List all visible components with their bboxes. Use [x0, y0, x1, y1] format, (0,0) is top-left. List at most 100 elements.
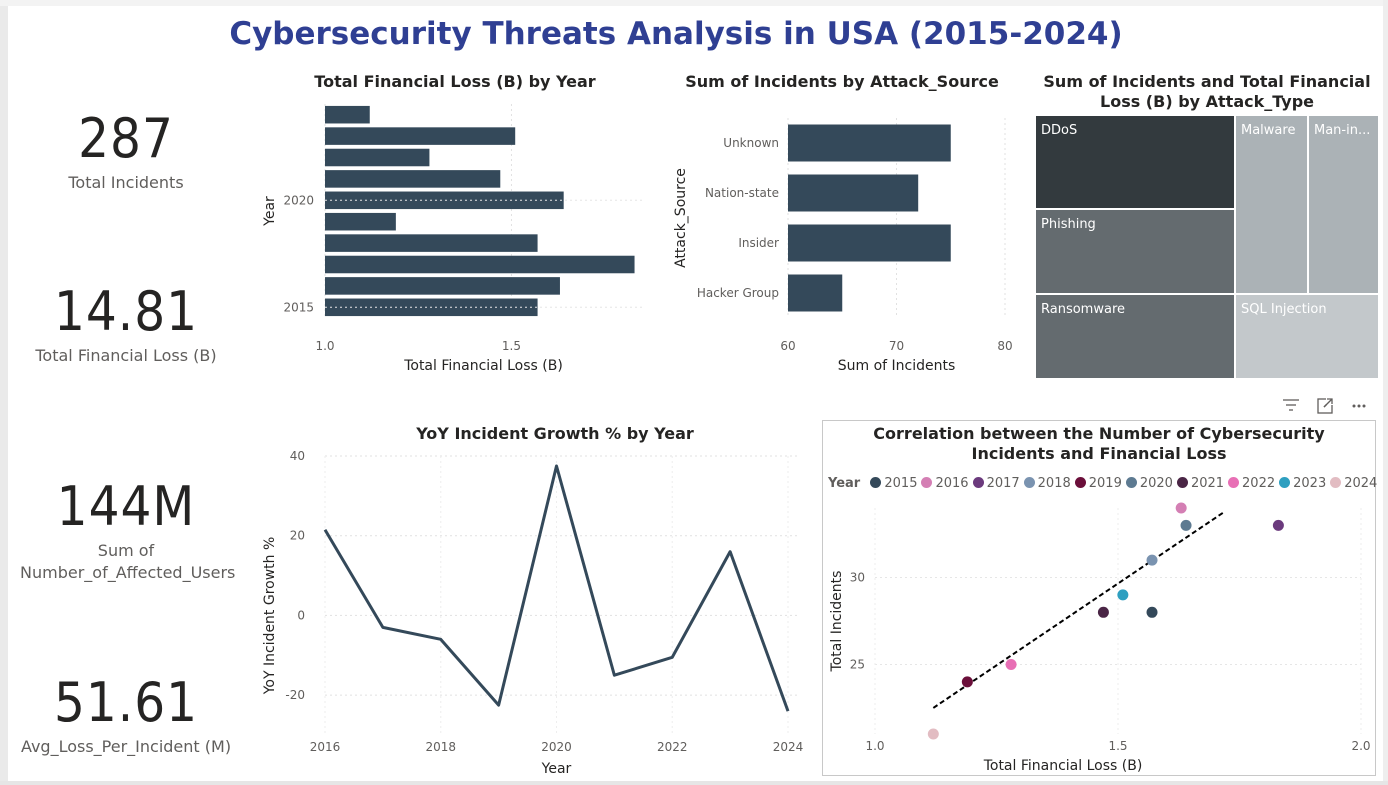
kpi-label: Avg_Loss_Per_Incident (M): [20, 736, 232, 758]
legend-label: 2021: [1191, 476, 1224, 491]
y-tick-label: Unknown: [723, 136, 779, 150]
chart-title-treemap: Sum of Incidents and Total Financial Los…: [1036, 72, 1378, 112]
legend-label: 2018: [1038, 476, 1071, 491]
legend-item[interactable]: 2020: [1126, 476, 1173, 491]
bar[interactable]: [788, 275, 842, 312]
scatter-point[interactable]: [1273, 520, 1284, 531]
kpi-label: Sum of Number_of_Affected_Users: [20, 540, 232, 585]
scatter-point[interactable]: [1147, 555, 1158, 566]
kpi-card-total-financial-loss[interactable]: 14.81 Total Financial Loss (B): [20, 285, 232, 367]
scatter-point[interactable]: [962, 676, 973, 687]
x-tick-label: 1.5: [1108, 739, 1127, 753]
y-tick-label: Nation-state: [705, 186, 779, 200]
x-axis-title: Total Financial Loss (B): [983, 758, 1143, 774]
bar[interactable]: [788, 175, 918, 212]
legend-marker: [870, 477, 881, 488]
legend-item[interactable]: 2016: [921, 476, 968, 491]
bar[interactable]: [325, 106, 370, 124]
chart-title-yoy-growth: YoY Incident Growth % by Year: [360, 424, 750, 444]
bar[interactable]: [325, 213, 396, 231]
legend-marker: [973, 477, 984, 488]
bar[interactable]: [325, 234, 538, 252]
right-border: [1383, 0, 1388, 785]
y-tick-label: 30: [850, 571, 865, 585]
kpi-card-total-incidents[interactable]: 287 Total Incidents: [20, 112, 232, 194]
scatter-point[interactable]: [928, 729, 939, 740]
chart-title-correlation: Correlation between the Number of Cybers…: [832, 424, 1366, 464]
treemap-tile[interactable]: DDoS: [1036, 116, 1234, 208]
scatter-chart-correlation[interactable]: 25 30 1.0 1.5 2.0 Total Financial Loss (B) Tot…: [822, 496, 1376, 780]
more-options-icon[interactable]: [1353, 405, 1366, 408]
x-tick-label: 2018: [425, 740, 456, 754]
chart-title-loss-by-year: Total Financial Loss (B) by Year: [290, 72, 620, 92]
legend-item[interactable]: 2018: [1024, 476, 1071, 491]
visual-toolbar: [1280, 396, 1370, 416]
y-tick-label: 25: [850, 657, 865, 671]
scatter-point[interactable]: [1006, 659, 1017, 670]
legend-item[interactable]: 2023: [1279, 476, 1326, 491]
legend-item[interactable]: 2022: [1228, 476, 1275, 491]
treemap-attack-type[interactable]: DDoS Phishing Ransomware Malware Man-in... SQ…: [1036, 116, 1378, 378]
kpi-card-avg-loss[interactable]: 51.61 Avg_Loss_Per_Incident (M): [20, 676, 232, 758]
scatter-point[interactable]: [1098, 607, 1109, 618]
bar[interactable]: [325, 170, 500, 188]
legend-item[interactable]: 2019: [1075, 476, 1122, 491]
x-tick-label: 1.0: [315, 339, 334, 353]
kpi-value: 144M: [20, 480, 232, 534]
legend-item[interactable]: 2024: [1330, 476, 1377, 491]
legend-item[interactable]: 2017: [973, 476, 1020, 491]
filter-icon[interactable]: [1283, 400, 1299, 410]
treemap-tile[interactable]: Ransomware: [1036, 295, 1234, 378]
kpi-value: 14.81: [20, 285, 232, 339]
scatter-point[interactable]: [1117, 589, 1128, 600]
y-axis-title: YoY Incident Growth %: [262, 537, 278, 696]
focus-mode-icon[interactable]: [1318, 397, 1334, 413]
bar[interactable]: [325, 256, 635, 274]
kpi-value: 287: [20, 112, 232, 166]
bottom-border: [0, 781, 1388, 785]
legend-marker: [1228, 477, 1239, 488]
treemap-tile[interactable]: Man-in...: [1309, 116, 1378, 293]
treemap-tile-label: Phishing: [1041, 217, 1096, 232]
x-tick-label: 2020: [541, 740, 572, 754]
legend-item[interactable]: 2021: [1177, 476, 1224, 491]
legend-marker: [921, 477, 932, 488]
x-tick-label: 2016: [310, 740, 341, 754]
treemap-tile-label: Man-in...: [1314, 123, 1370, 138]
legend-marker: [1024, 477, 1035, 488]
kpi-card-affected-users[interactable]: 144M Sum of Number_of_Affected_Users: [20, 480, 232, 585]
bar[interactable]: [325, 149, 429, 167]
scatter-point[interactable]: [1147, 607, 1158, 618]
bar[interactable]: [325, 277, 560, 295]
bar[interactable]: [325, 127, 515, 145]
scatter-point[interactable]: [1181, 520, 1192, 531]
y-tick-label: -20: [285, 688, 305, 702]
treemap-tile-label: SQL Injection: [1241, 302, 1327, 317]
scatter-legend[interactable]: Year 2015 2016 2017 2018 2019 2020 2021 2022 202…: [828, 476, 1368, 494]
legend-marker: [1330, 477, 1341, 488]
y-tick-label: 2015: [283, 300, 314, 314]
bar-chart-incidents-by-source[interactable]: 60 70 80 Unknown Nation-state Insider Hacker G…: [660, 96, 1030, 386]
line-chart-yoy-growth[interactable]: -20 0 20 40 2016 2018 2020 2022 2024 Year YoY Inci…: [256, 446, 816, 780]
bar[interactable]: [788, 225, 951, 262]
treemap-tile[interactable]: Malware: [1236, 116, 1307, 293]
x-axis-title: Total Financial Loss (B): [403, 358, 563, 374]
legend-label: 2019: [1089, 476, 1122, 491]
treemap-tile[interactable]: Phishing: [1036, 210, 1234, 293]
kpi-label: Total Incidents: [20, 172, 232, 194]
x-tick-label: 1.0: [865, 739, 884, 753]
bar-chart-loss-by-year[interactable]: 1.0 1.5 2020 2015 Total Financial Loss (B) Ye…: [250, 96, 660, 386]
page-title: Cybersecurity Threats Analysis in USA (2…: [0, 16, 1352, 52]
treemap-tile[interactable]: SQL Injection: [1236, 295, 1378, 378]
legend-label: 2022: [1242, 476, 1275, 491]
legend-item[interactable]: 2015: [870, 476, 917, 491]
x-tick-label: 80: [997, 339, 1012, 353]
bar[interactable]: [788, 125, 951, 162]
treemap-tile-label: DDoS: [1041, 123, 1077, 138]
legend-marker: [1177, 477, 1188, 488]
x-tick-label: 1.5: [502, 339, 521, 353]
y-tick-label: Hacker Group: [697, 286, 779, 300]
x-tick-label: 2022: [657, 740, 688, 754]
treemap-tile-label: Malware: [1241, 123, 1295, 138]
scatter-point[interactable]: [1176, 503, 1187, 514]
